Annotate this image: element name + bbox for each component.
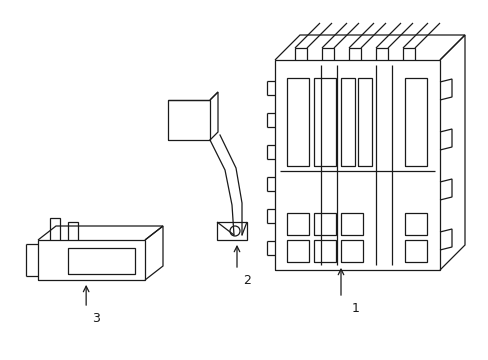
Text: 1: 1	[351, 302, 359, 315]
Text: 2: 2	[243, 274, 250, 287]
Text: 3: 3	[92, 311, 100, 324]
